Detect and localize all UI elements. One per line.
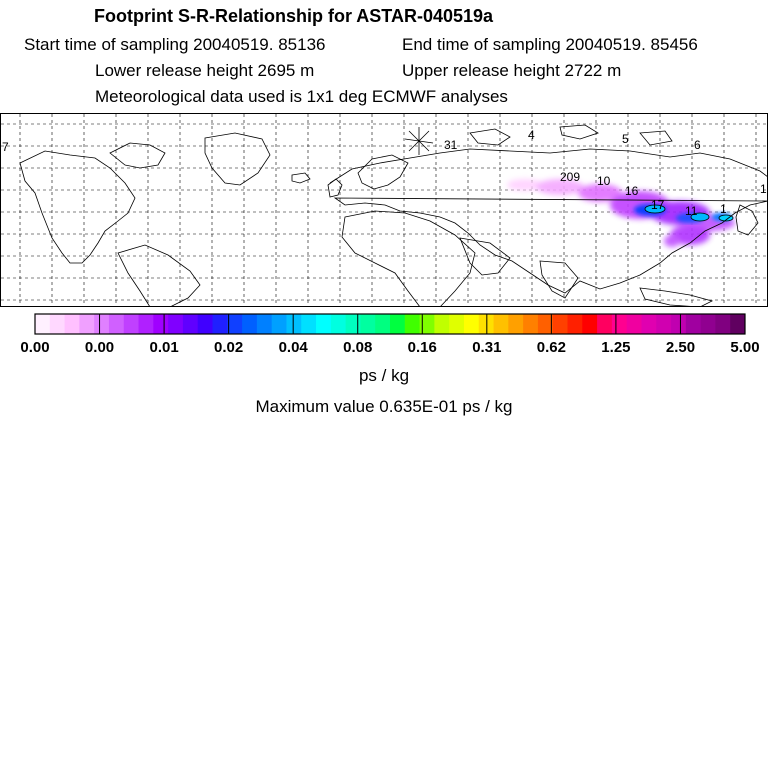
colorbar-cell xyxy=(419,314,435,334)
colorbar-cell xyxy=(508,314,524,334)
chart-title: Footprint S-R-Relationship for ASTAR-040… xyxy=(94,6,494,26)
colorbar-cell xyxy=(656,314,672,334)
colorbar-cell xyxy=(552,314,568,334)
colorbar-cell xyxy=(567,314,583,334)
start-time-label: Start time of sampling 20040519. 85136 xyxy=(24,35,326,54)
colorbar-cell xyxy=(64,314,80,334)
colorbar-cell xyxy=(182,314,199,334)
colorbar-cell xyxy=(700,314,716,334)
colorbar-tick-label: 0.01 xyxy=(149,339,179,356)
colorbar-cell xyxy=(611,314,628,334)
colorbar-cell xyxy=(523,314,539,334)
colorbar-cell xyxy=(242,314,258,334)
colorbar-cell xyxy=(286,314,302,334)
colorbar-cell xyxy=(49,314,66,334)
colorbar-cell xyxy=(360,314,376,334)
coastlines xyxy=(19,124,768,307)
colorbar-tick-label: 0.62 xyxy=(536,339,566,356)
contour-label: 5 xyxy=(622,132,629,146)
colorbar-cell xyxy=(449,314,465,334)
colorbar-cell xyxy=(168,314,184,334)
colorbar-cell xyxy=(626,314,642,334)
colorbar-cell xyxy=(730,314,746,334)
colorbar-cell xyxy=(582,314,598,334)
colorbar-cell xyxy=(537,314,554,334)
contour-label: 16 xyxy=(625,184,639,198)
colorbar-cell xyxy=(463,314,480,334)
colorbar-cell xyxy=(123,314,140,334)
colorbar-cell xyxy=(301,314,317,334)
footprint-plume xyxy=(507,179,735,247)
colorbar-cell xyxy=(330,314,347,334)
colorbar-tick-label: 2.50 xyxy=(665,339,696,356)
colorbar-cell xyxy=(256,314,273,334)
colorbar-cell xyxy=(493,314,509,334)
colorbar-cell xyxy=(715,314,731,334)
lat-lon-grid xyxy=(1,114,767,306)
colorbar-cell xyxy=(390,314,406,334)
end-time-label: End time of sampling 20040519. 85456 xyxy=(402,35,698,54)
colorbar-cell xyxy=(271,314,287,334)
colorbar-cell xyxy=(153,314,169,334)
colorbar-cell xyxy=(138,314,154,334)
colorbar-cell xyxy=(94,314,110,334)
colorbar-cell xyxy=(375,314,391,334)
colorbar-tick-label: 5.00 xyxy=(730,339,760,356)
colorbar-cell xyxy=(79,314,95,334)
colorbar-unit: ps / kg xyxy=(358,366,410,385)
contour-label: 4 xyxy=(528,128,535,142)
lower-release-height-label: Lower release height 2695 m xyxy=(95,61,315,80)
contour-label: 209 xyxy=(560,170,580,184)
colorbar-cell xyxy=(345,314,361,334)
colorbar-cell xyxy=(685,314,702,334)
colorbar-tick-label: 0.31 xyxy=(472,339,502,356)
contour-label: 7 xyxy=(2,140,9,154)
colorbar-tick-label: 0.00 xyxy=(20,339,50,356)
colorbar-cell xyxy=(35,314,51,334)
colorbar-cell xyxy=(641,314,657,334)
colorbar-tick-label: 0.08 xyxy=(343,339,373,356)
receptor-marker xyxy=(404,127,434,155)
contour-label: 1 xyxy=(720,202,727,216)
maximum-value-label: Maximum value 0.635E-01 ps / kg xyxy=(255,397,513,416)
colorbar-tick-label: 0.04 xyxy=(278,339,308,356)
colorbar-cell xyxy=(316,314,332,334)
colorbar-cell xyxy=(434,314,450,334)
colorbar-cell xyxy=(597,314,613,334)
contour-label: 11 xyxy=(685,204,698,218)
colorbar-tick-label: 0.16 xyxy=(407,339,437,356)
colorbar-cell xyxy=(404,314,421,334)
contour-label: 1 xyxy=(760,182,767,196)
colorbar-cell xyxy=(671,314,687,334)
contour-label: 10 xyxy=(597,174,611,188)
colorbar-cell xyxy=(227,314,243,334)
colorbar-cell xyxy=(108,314,125,334)
colorbar-tick-label: 1.25 xyxy=(601,339,631,356)
met-data-label: Meteorological data used is 1x1 deg ECMW… xyxy=(95,87,508,106)
upper-release-height-label: Upper release height 2722 m xyxy=(402,61,622,80)
contour-label: 17 xyxy=(651,198,665,212)
colorbar-cell xyxy=(197,314,213,334)
colorbar xyxy=(34,313,746,335)
contour-label: 31 xyxy=(444,138,458,152)
colorbar-cell xyxy=(212,314,228,334)
colorbar-tick-label: 0.02 xyxy=(214,339,244,356)
contour-label: 6 xyxy=(694,138,701,152)
colorbar-tick-label: 0.00 xyxy=(84,339,115,356)
